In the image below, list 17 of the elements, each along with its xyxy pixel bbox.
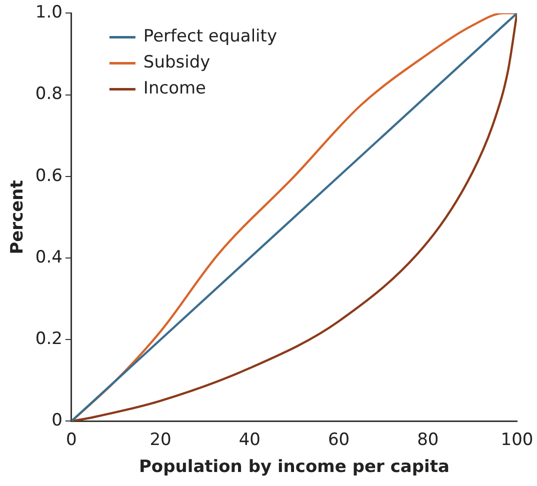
x-tick-label: 80	[417, 430, 439, 450]
x-tick-label: 0	[66, 430, 77, 450]
x-tick-label: 20	[150, 430, 172, 450]
x-tick-label: 60	[328, 430, 350, 450]
x-tick-label: 100	[500, 430, 534, 450]
y-tick-label: 0.6	[35, 166, 62, 186]
x-axis-title: Population by income per capita	[138, 457, 450, 478]
legend-label: Subsidy	[143, 52, 210, 73]
y-axis-title: Percent	[8, 180, 28, 254]
y-tick-label: 0.8	[35, 84, 62, 104]
y-tick-label: 0.4	[35, 247, 62, 268]
legend-label: Perfect equality	[143, 26, 278, 47]
x-tick-label: 40	[238, 430, 260, 450]
y-tick-label: 0	[52, 410, 62, 431]
y-tick-label: 1.0	[35, 2, 62, 23]
y-tick-label: 0.2	[35, 329, 62, 350]
legend-label: Income	[143, 78, 206, 99]
